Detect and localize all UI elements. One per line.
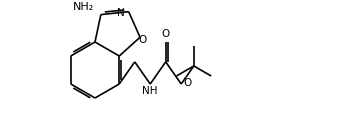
Text: O: O [183, 78, 192, 88]
Text: N: N [117, 8, 125, 18]
Text: O: O [161, 29, 170, 39]
Text: NH: NH [142, 86, 158, 96]
Text: NH₂: NH₂ [73, 2, 94, 12]
Text: O: O [138, 35, 146, 45]
